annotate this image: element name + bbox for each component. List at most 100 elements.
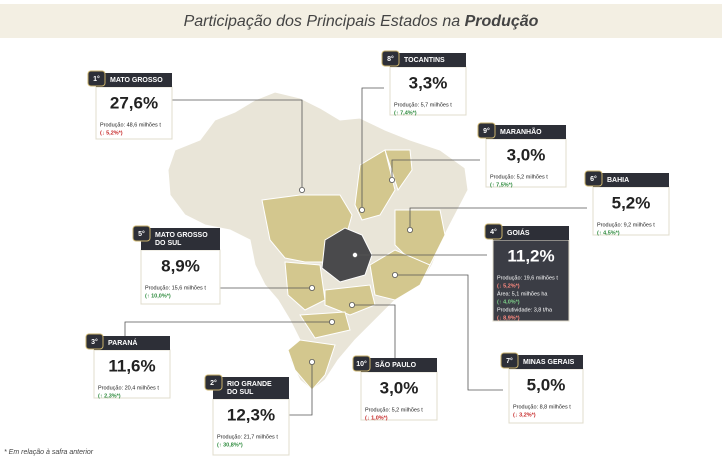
detail-change: (↓ 3,2%*) xyxy=(513,412,536,418)
card-body xyxy=(592,186,670,236)
card-body xyxy=(389,66,467,116)
state-name: BAHIA xyxy=(607,177,629,184)
state-name: RIO GRANDE xyxy=(227,381,272,388)
leader-dot xyxy=(308,358,315,365)
detail-change: (↑ 10,0%*) xyxy=(145,293,171,299)
share: 3,0% xyxy=(380,378,419,397)
map-state xyxy=(287,339,336,391)
leader-line xyxy=(391,159,480,180)
rank: 8° xyxy=(387,55,394,63)
leader-dot xyxy=(391,271,398,278)
detail-change: (↑ 4,5%*) xyxy=(597,230,620,236)
rank: 1° xyxy=(93,75,100,83)
detail-label: Produção: 5,2 milhões t xyxy=(490,174,548,180)
title-emphasis: Produção xyxy=(465,13,539,30)
rank: 5° xyxy=(138,230,145,238)
card-header xyxy=(96,73,172,87)
rank: 10° xyxy=(356,360,367,368)
rank-badge xyxy=(381,50,400,67)
detail-label: Produção: 5,2 milhões t xyxy=(365,407,423,413)
leader-line xyxy=(409,207,587,230)
card-body xyxy=(492,239,570,322)
rank-badge xyxy=(584,170,603,187)
share: 11,6% xyxy=(108,356,155,375)
detail-label: Produção: 15,6 milhões t xyxy=(145,285,206,291)
leader-dot xyxy=(351,251,358,258)
detail-label: Produção: 48,6 milhões t xyxy=(100,122,161,128)
rank: 3° xyxy=(91,338,98,346)
share: 3,3% xyxy=(409,73,448,92)
card-header xyxy=(593,173,669,187)
card-header xyxy=(213,377,289,399)
rank: 7° xyxy=(506,357,513,365)
rank-badge xyxy=(500,352,519,369)
card-header xyxy=(361,358,437,372)
detail-change: (↓ 5,2%*) xyxy=(100,130,123,136)
card-body xyxy=(360,371,438,421)
map-state xyxy=(284,261,326,311)
detail-label: Produção: 8,8 milhões t xyxy=(513,404,571,410)
card-header xyxy=(141,228,220,250)
leader-line xyxy=(124,321,332,336)
leader-line xyxy=(172,99,303,190)
leader-dot xyxy=(328,318,335,325)
state-name: TOCANTINS xyxy=(404,57,445,64)
rank: 4° xyxy=(490,228,497,236)
state-name: PARANÁ xyxy=(108,338,137,347)
share: 11,2% xyxy=(507,246,554,265)
state-name: MARANHÃO xyxy=(500,127,542,136)
leader-dot xyxy=(388,176,395,183)
detail-change: (↑ 4,0%*) xyxy=(497,299,520,305)
rank: 9° xyxy=(483,127,490,135)
map-state xyxy=(324,284,376,316)
detail-label: Produção: 19,6 milhões t xyxy=(497,275,558,281)
cards: 1° MATO GROSSO 27,6% Produção: 48,6 milhões… xyxy=(85,50,670,456)
detail-change: (↓ 8,9%*) xyxy=(497,315,520,321)
rank: 6° xyxy=(590,175,597,183)
leader-line xyxy=(361,87,384,210)
leader-dot xyxy=(298,186,305,193)
detail-change: (↑ 2,3%*) xyxy=(98,393,121,399)
card-header xyxy=(509,355,583,369)
detail-label: Área: 5,1 milhões ha xyxy=(497,290,548,297)
state-name: DO SUL xyxy=(155,240,182,247)
map-state xyxy=(321,227,373,283)
rank-badge xyxy=(87,70,106,87)
share: 3,0% xyxy=(507,145,546,164)
detail-change: (↑ 7,4%*) xyxy=(394,110,417,116)
detail-change: (↓ 5,2%*) xyxy=(497,283,520,289)
rank-badge xyxy=(85,333,104,350)
share: 8,9% xyxy=(161,256,200,275)
card-header xyxy=(94,336,170,350)
title-band xyxy=(0,4,722,38)
share: 12,3% xyxy=(227,405,275,424)
rank-badge xyxy=(352,355,371,372)
detail-label: Produção: 21,7 milhões t xyxy=(217,434,278,440)
leader-line xyxy=(395,274,503,391)
leader-dot xyxy=(406,226,413,233)
title: Participação dos Principais Estados na P… xyxy=(184,13,539,30)
rank-badge xyxy=(204,374,223,391)
leader-line xyxy=(289,362,313,416)
title-text: Participação dos Principais Estados na xyxy=(184,13,465,30)
card-body xyxy=(93,349,171,399)
state-name: GOIÁS xyxy=(507,228,530,237)
detail-label: Produção: 5,7 milhões t xyxy=(394,102,452,108)
leader-line xyxy=(352,304,396,358)
share: 5,2% xyxy=(612,193,651,212)
state-name: MATO GROSSO xyxy=(110,77,163,84)
detail-change: (↑ 7,5%*) xyxy=(490,182,513,188)
state-name: SÃO PAULO xyxy=(375,360,417,369)
detail-label: Produção: 20,4 milhões t xyxy=(98,385,159,391)
card-body xyxy=(212,398,290,456)
rank-badge xyxy=(484,223,503,240)
state-name: DO SUL xyxy=(227,389,254,396)
footnote: * Em relação à safra anterior xyxy=(4,449,94,456)
leader-dot xyxy=(308,284,315,291)
leader-dot xyxy=(358,206,365,213)
detail-label: Produtividade: 3,8 t/ha xyxy=(497,307,553,313)
state-name: MINAS GERAIS xyxy=(523,359,575,366)
card-body xyxy=(95,86,173,140)
share: 27,6% xyxy=(110,93,158,112)
